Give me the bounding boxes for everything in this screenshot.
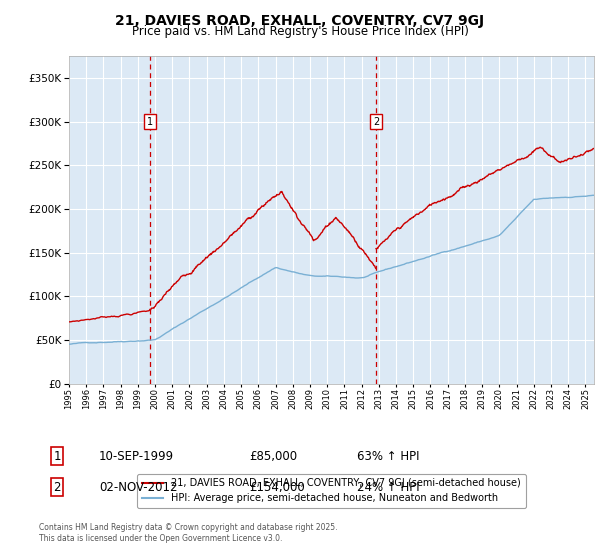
Text: 24% ↑ HPI: 24% ↑ HPI: [357, 480, 419, 494]
Text: 2: 2: [373, 116, 379, 127]
Text: 02-NOV-2012: 02-NOV-2012: [99, 480, 178, 494]
Text: 2: 2: [53, 480, 61, 494]
Text: 21, DAVIES ROAD, EXHALL, COVENTRY, CV7 9GJ: 21, DAVIES ROAD, EXHALL, COVENTRY, CV7 9…: [115, 14, 485, 28]
Text: Contains HM Land Registry data © Crown copyright and database right 2025.
This d: Contains HM Land Registry data © Crown c…: [39, 524, 337, 543]
Text: £154,000: £154,000: [249, 480, 305, 494]
Text: Price paid vs. HM Land Registry's House Price Index (HPI): Price paid vs. HM Land Registry's House …: [131, 25, 469, 39]
Text: 1: 1: [53, 450, 61, 463]
Text: £85,000: £85,000: [249, 450, 297, 463]
Legend: 21, DAVIES ROAD, EXHALL, COVENTRY, CV7 9GJ (semi-detached house), HPI: Average p: 21, DAVIES ROAD, EXHALL, COVENTRY, CV7 9…: [137, 474, 526, 508]
Text: 63% ↑ HPI: 63% ↑ HPI: [357, 450, 419, 463]
Text: 1: 1: [147, 116, 153, 127]
Text: 10-SEP-1999: 10-SEP-1999: [99, 450, 174, 463]
